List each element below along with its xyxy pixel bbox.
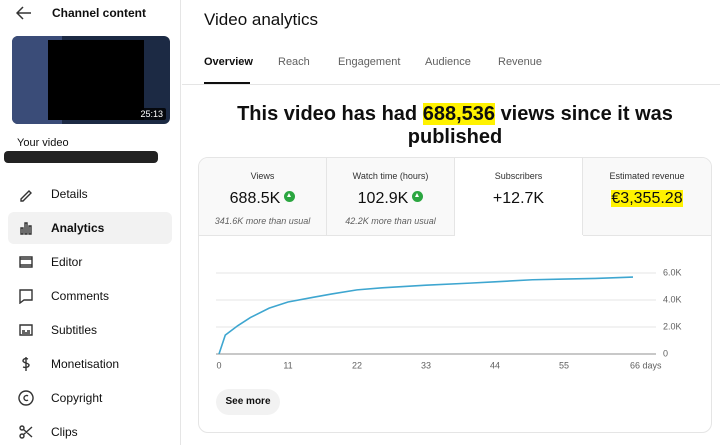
your-video: Your video bbox=[17, 137, 69, 149]
menu-label: Monetisation bbox=[51, 357, 120, 371]
menu-item[interactable]: Monetisation bbox=[8, 348, 172, 380]
metric-card[interactable]: Views 688.5K 341.6K more than usual bbox=[199, 158, 327, 236]
x-tick-label: 22 bbox=[352, 360, 362, 370]
metric-label: Views bbox=[250, 171, 275, 181]
metric-card[interactable]: Subscribers +12.7K bbox=[455, 158, 583, 235]
menu-icon bbox=[19, 289, 33, 304]
metric-label: Watch time (hours) bbox=[352, 171, 429, 181]
x-tick-label: 66 days bbox=[630, 360, 662, 370]
menu-label: Analytics bbox=[51, 221, 105, 235]
metric-label: Subscribers bbox=[494, 171, 543, 181]
tab[interactable]: Audience bbox=[425, 56, 471, 68]
headline: This video has had 688,536 views since i… bbox=[198, 103, 712, 149]
metric-number: +12.7K bbox=[492, 190, 545, 207]
tab[interactable]: Overview bbox=[204, 56, 253, 68]
sidebar-title: Channel content bbox=[52, 6, 147, 20]
redacted-name bbox=[4, 151, 158, 163]
metric-note: 341.6K more than usual bbox=[214, 216, 311, 226]
duration: 25:13 bbox=[137, 108, 166, 120]
menu-icon bbox=[19, 324, 33, 336]
metric-value: €3,355.28 bbox=[583, 190, 711, 208]
menu-item[interactable]: Subtitles bbox=[8, 314, 172, 346]
menu-icon bbox=[19, 425, 33, 439]
metric-card[interactable]: Estimated revenue €3,355.28 bbox=[583, 158, 711, 236]
menu-label: Comments bbox=[51, 289, 110, 303]
tab-underline bbox=[204, 82, 250, 85]
chart: 0 2.0K 4.0K 6.0K 0 11 22 33 44 55 66 days bbox=[216, 267, 682, 370]
headline-text: views since it was published bbox=[407, 103, 673, 148]
metric-note: 42.2K more than usual bbox=[345, 216, 436, 226]
trend-up-icon bbox=[412, 191, 424, 202]
x-tick-label: 0 bbox=[216, 360, 221, 370]
menu-item[interactable]: Clips bbox=[8, 416, 172, 448]
x-tick-label: 11 bbox=[283, 360, 292, 370]
metric-number: €3,355.28 bbox=[611, 190, 683, 207]
metric-label: Estimated revenue bbox=[609, 171, 685, 181]
line-series bbox=[218, 276, 634, 355]
thumbnail[interactable]: 25:13 bbox=[12, 36, 170, 124]
menu-item[interactable]: Copyright bbox=[8, 382, 172, 414]
x-tick-label: 44 bbox=[490, 360, 500, 370]
redaction bbox=[48, 40, 144, 120]
analytics-card: Views 688.5K 341.6K more than usual Watch t… bbox=[198, 157, 712, 433]
back-icon[interactable] bbox=[16, 6, 32, 20]
sidebar: Channel content 25:13 Your video Details… bbox=[0, 0, 181, 445]
menu-label: Copyright bbox=[51, 391, 103, 405]
menu-icon bbox=[20, 190, 32, 202]
menu-label: Details bbox=[51, 187, 88, 201]
metric-value: +12.7K bbox=[455, 190, 582, 208]
menu-label: Clips bbox=[51, 425, 78, 439]
tab[interactable]: Reach bbox=[278, 56, 310, 68]
y-tick-label: 6.0K bbox=[663, 267, 682, 277]
x-tick-label: 33 bbox=[421, 360, 431, 370]
tab-divider bbox=[182, 84, 720, 85]
y-tick-label: 4.0K bbox=[663, 294, 682, 304]
y-tick-label: 0 bbox=[663, 348, 668, 358]
metric-number: 688.5K bbox=[229, 190, 281, 207]
menu-label: Editor bbox=[51, 255, 83, 269]
x-tick-label: 55 bbox=[559, 360, 569, 370]
menu-icon bbox=[19, 256, 33, 268]
metric-card[interactable]: Watch time (hours) 102.9K 42.2K more than … bbox=[327, 158, 455, 236]
metric-value: 102.9K bbox=[327, 190, 454, 208]
menu-icon bbox=[22, 357, 30, 371]
menu-item[interactable]: Comments bbox=[8, 280, 172, 312]
trend-up-icon bbox=[284, 191, 296, 202]
menu-item[interactable]: Analytics bbox=[8, 212, 172, 244]
menu-icon bbox=[20, 222, 32, 235]
headline-text: This video has had bbox=[237, 103, 418, 125]
menu-label: Subtitles bbox=[51, 323, 98, 337]
y-tick-label: 2.0K bbox=[663, 321, 682, 331]
metric-value: 688.5K bbox=[199, 190, 326, 208]
headline-number: 688,536 bbox=[422, 103, 495, 125]
menu-item[interactable]: Details bbox=[8, 178, 172, 210]
see-more-button[interactable]: See more bbox=[216, 389, 280, 415]
menu-icon bbox=[18, 390, 34, 406]
menu-item[interactable]: Editor bbox=[8, 246, 172, 278]
tab[interactable]: Revenue bbox=[498, 56, 543, 68]
page-title: Video analytics bbox=[204, 10, 319, 29]
metric-number: 102.9K bbox=[357, 190, 409, 207]
tab[interactable]: Engagement bbox=[338, 56, 401, 68]
